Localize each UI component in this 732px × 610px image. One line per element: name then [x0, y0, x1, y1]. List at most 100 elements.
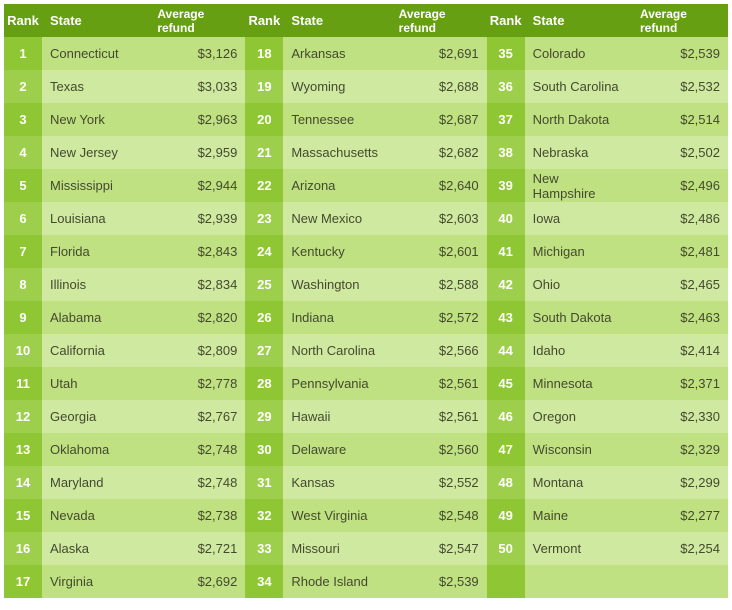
state-cell: South Dakota	[525, 301, 632, 334]
table-row: 9Alabama$2,820	[4, 301, 245, 334]
refund-cell: $2,532	[632, 70, 728, 103]
rank-cell: 9	[4, 301, 42, 334]
rank-cell: 41	[487, 235, 525, 268]
state-cell: Oregon	[525, 400, 632, 433]
rank-cell: 25	[245, 268, 283, 301]
header-state: State	[283, 4, 390, 37]
table-row: 31Kansas$2,552	[245, 466, 486, 499]
state-cell: North Carolina	[283, 334, 390, 367]
refund-cell: $2,691	[391, 37, 487, 70]
table-row: 34Rhode Island$2,539	[245, 565, 486, 598]
state-cell: Minnesota	[525, 367, 632, 400]
table-row: 11Utah$2,778	[4, 367, 245, 400]
table-row: 25Washington$2,588	[245, 268, 486, 301]
table-column: RankStateAverage refund18Arkansas$2,6911…	[245, 4, 486, 598]
state-cell: Pennsylvania	[283, 367, 390, 400]
state-cell: Utah	[42, 367, 149, 400]
table-row: 4New Jersey$2,959	[4, 136, 245, 169]
table-row: 39New Hampshire$2,496	[487, 169, 728, 202]
table-row: 35Colorado$2,539	[487, 37, 728, 70]
refund-cell: $2,959	[149, 136, 245, 169]
state-cell: Ohio	[525, 268, 632, 301]
table-row: 28Pennsylvania$2,561	[245, 367, 486, 400]
state-cell: Wisconsin	[525, 433, 632, 466]
table-row: 26Indiana$2,572	[245, 301, 486, 334]
state-cell: Delaware	[283, 433, 390, 466]
refund-cell	[632, 565, 728, 598]
table-row: 13Oklahoma$2,748	[4, 433, 245, 466]
table-row: 48Montana$2,299	[487, 466, 728, 499]
rank-cell: 34	[245, 565, 283, 598]
table-row: 36South Carolina$2,532	[487, 70, 728, 103]
table-row: 46Oregon$2,330	[487, 400, 728, 433]
rank-cell: 42	[487, 268, 525, 301]
table-row: 45Minnesota$2,371	[487, 367, 728, 400]
rank-cell: 32	[245, 499, 283, 532]
state-cell: Mississippi	[42, 169, 149, 202]
state-cell: Virginia	[42, 565, 149, 598]
refund-cell: $2,254	[632, 532, 728, 565]
refund-cell: $2,465	[632, 268, 728, 301]
header-row: RankStateAverage refund	[245, 4, 486, 37]
state-cell: Massachusetts	[283, 136, 390, 169]
refund-cell: $2,496	[632, 169, 728, 202]
rank-cell: 3	[4, 103, 42, 136]
rank-cell: 48	[487, 466, 525, 499]
rank-cell: 35	[487, 37, 525, 70]
table-row: 27North Carolina$2,566	[245, 334, 486, 367]
table-row: 21Massachusetts$2,682	[245, 136, 486, 169]
state-cell: Maine	[525, 499, 632, 532]
state-cell: Rhode Island	[283, 565, 390, 598]
header-row: RankStateAverage refund	[4, 4, 245, 37]
state-cell: Florida	[42, 235, 149, 268]
rank-cell: 4	[4, 136, 42, 169]
rank-cell: 23	[245, 202, 283, 235]
refund-cell: $2,371	[632, 367, 728, 400]
table-row: 3New York$2,963	[4, 103, 245, 136]
table-row: 18Arkansas$2,691	[245, 37, 486, 70]
state-cell: Indiana	[283, 301, 390, 334]
state-cell: Colorado	[525, 37, 632, 70]
refund-cell: $2,748	[149, 466, 245, 499]
table-row: 1Connecticut$3,126	[4, 37, 245, 70]
refund-cell: $2,721	[149, 532, 245, 565]
refund-table: RankStateAverage refund1Connecticut$3,12…	[4, 4, 728, 598]
table-row: 38Nebraska$2,502	[487, 136, 728, 169]
refund-cell: $2,738	[149, 499, 245, 532]
rank-cell: 2	[4, 70, 42, 103]
table-row: 30Delaware$2,560	[245, 433, 486, 466]
rank-cell: 36	[487, 70, 525, 103]
table-row: 12Georgia$2,767	[4, 400, 245, 433]
refund-cell: $2,414	[632, 334, 728, 367]
state-cell: Arkansas	[283, 37, 390, 70]
refund-cell: $2,502	[632, 136, 728, 169]
state-cell: Illinois	[42, 268, 149, 301]
state-cell: Alaska	[42, 532, 149, 565]
state-cell: New Jersey	[42, 136, 149, 169]
state-cell: South Carolina	[525, 70, 632, 103]
rank-cell: 46	[487, 400, 525, 433]
state-cell: Washington	[283, 268, 390, 301]
refund-cell: $2,539	[391, 565, 487, 598]
refund-cell: $2,688	[391, 70, 487, 103]
rank-cell: 40	[487, 202, 525, 235]
refund-cell: $2,539	[632, 37, 728, 70]
refund-cell: $2,939	[149, 202, 245, 235]
refund-cell: $2,561	[391, 400, 487, 433]
table-row: 37North Dakota$2,514	[487, 103, 728, 136]
table-row: 20Tennessee$2,687	[245, 103, 486, 136]
state-cell: Nevada	[42, 499, 149, 532]
table-row: 22Arizona$2,640	[245, 169, 486, 202]
table-row: 23New Mexico$2,603	[245, 202, 486, 235]
refund-cell: $3,033	[149, 70, 245, 103]
rank-cell: 1	[4, 37, 42, 70]
table-row: 10California$2,809	[4, 334, 245, 367]
rank-cell: 10	[4, 334, 42, 367]
state-cell: Wyoming	[283, 70, 390, 103]
table-row: 29Hawaii$2,561	[245, 400, 486, 433]
state-cell: Missouri	[283, 532, 390, 565]
rank-cell: 38	[487, 136, 525, 169]
rank-cell: 30	[245, 433, 283, 466]
table-row: 6Louisiana$2,939	[4, 202, 245, 235]
table-row: 5Mississippi$2,944	[4, 169, 245, 202]
